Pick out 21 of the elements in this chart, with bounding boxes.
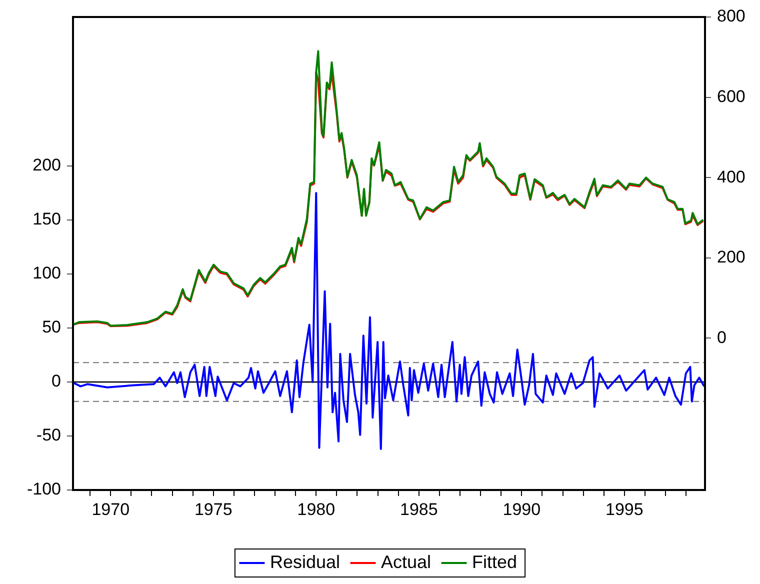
legend-label: Actual	[381, 552, 432, 572]
x-tick-label: 1985	[400, 500, 438, 519]
y-tick-label: -50	[36, 426, 61, 445]
x-tick-label: 1995	[606, 500, 644, 519]
x-tick-label: 1975	[194, 500, 232, 519]
legend-label: Residual	[270, 552, 340, 572]
x-tick-label: 1980	[297, 500, 336, 519]
y2-tick-label: 0	[717, 328, 726, 347]
y-tick-label: 150	[32, 210, 61, 229]
x-tick-label: 1990	[502, 500, 541, 519]
y-tick-label: 0	[52, 372, 61, 391]
y-tick-label: 50	[42, 318, 61, 337]
y-tick-label: 100	[32, 264, 61, 283]
y2-tick-label: 800	[717, 6, 746, 26]
y2-tick-label: 200	[717, 248, 746, 267]
y2-tick-label: 400	[717, 167, 746, 186]
y-tick-label: 200	[32, 156, 61, 175]
legend-label: Fitted	[472, 552, 518, 572]
y2-tick-label: 600	[717, 86, 746, 106]
y-tick-label: -100	[26, 480, 61, 499]
x-tick-label: 1970	[92, 500, 130, 519]
